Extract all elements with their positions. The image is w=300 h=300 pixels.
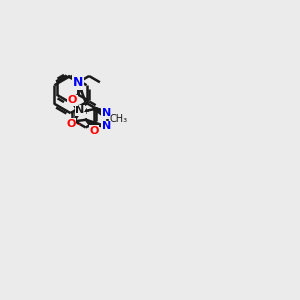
Text: CH₃: CH₃ bbox=[110, 114, 128, 124]
Text: O: O bbox=[68, 95, 77, 105]
Text: N: N bbox=[102, 122, 111, 131]
Text: N: N bbox=[102, 108, 111, 118]
Text: N: N bbox=[75, 105, 85, 115]
Text: N: N bbox=[73, 76, 83, 89]
Text: O: O bbox=[66, 119, 76, 129]
Text: -: - bbox=[76, 119, 80, 129]
Text: O: O bbox=[89, 126, 99, 136]
Text: +: + bbox=[82, 107, 89, 116]
